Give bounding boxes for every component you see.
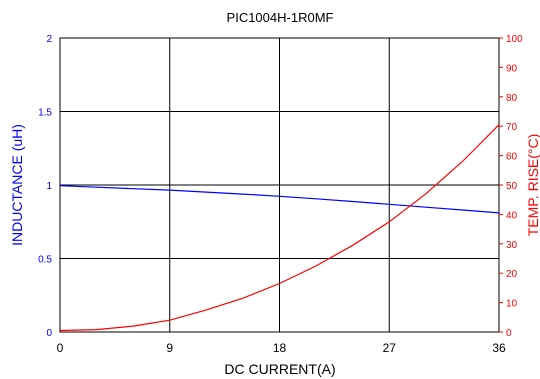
left-tick-label: 1.5 — [38, 108, 52, 119]
right-axis-ticks: 0 10 20 30 40 50 60 70 80 90 100 — [499, 34, 523, 339]
right-tick-label: 0 — [506, 328, 512, 339]
right-tick-label: 20 — [506, 269, 518, 280]
left-tick-label: 0 — [46, 328, 52, 339]
x-tick-label: 36 — [492, 341, 506, 355]
right-tick-label: 10 — [506, 299, 518, 310]
right-tick-label: 70 — [506, 122, 518, 133]
x-tick-label: 9 — [166, 341, 173, 355]
inductance-line — [59, 185, 500, 214]
chart-title: PIC1004H-1R0MF — [227, 10, 334, 25]
right-tick-label: 80 — [506, 93, 518, 104]
left-axis-ticks: 0 0.5 1 1.5 2 — [38, 34, 52, 339]
left-tick-label: 1 — [46, 181, 52, 192]
right-axis-label: TEMP. RISE(°C) — [525, 134, 540, 237]
right-tick-label: 30 — [506, 240, 518, 251]
x-axis-label: DC CURRENT(A) — [224, 361, 335, 377]
grid-lines — [60, 38, 499, 332]
x-tick-label: 0 — [57, 341, 64, 355]
x-axis-ticks: 0 9 18 27 36 — [57, 341, 506, 355]
series-lines — [59, 124, 500, 332]
temperature-rise-line — [59, 124, 500, 332]
x-tick-label: 27 — [383, 341, 397, 355]
right-tick-label: 100 — [506, 34, 523, 45]
right-tick-label: 40 — [506, 210, 518, 221]
x-tick-label: 18 — [273, 341, 287, 355]
right-tick-label: 60 — [506, 152, 518, 163]
right-tick-label: 50 — [506, 181, 518, 192]
left-axis-label: INDUCTANCE (uH) — [9, 124, 25, 246]
left-tick-label: 0.5 — [38, 255, 52, 266]
left-tick-label: 2 — [46, 34, 52, 45]
right-tick-label: 90 — [506, 63, 518, 74]
